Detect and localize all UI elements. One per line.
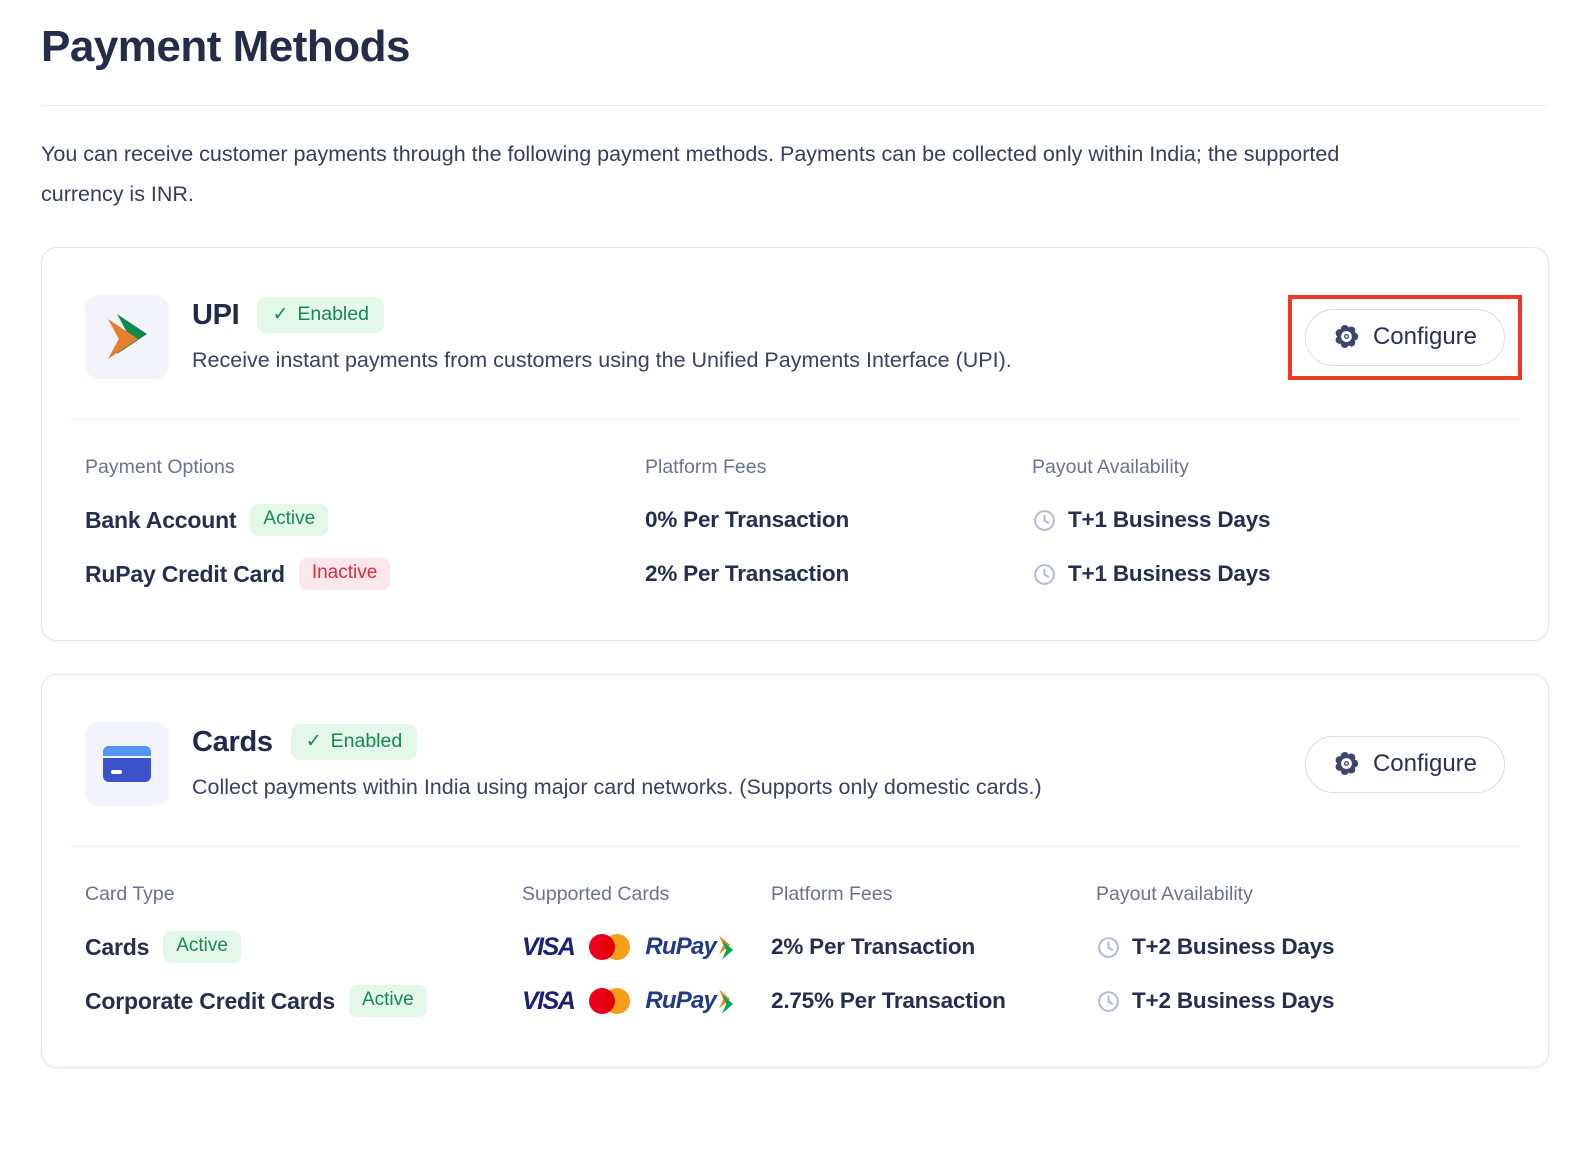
upi-title: UPI (192, 298, 240, 331)
table-row-payout: T+2 Business Days (1096, 909, 1505, 963)
table-row-payout: T+2 Business Days (1096, 963, 1505, 1017)
intro-text: You can receive customer payments throug… (41, 142, 1340, 206)
table-row-option: Cards Active (85, 909, 522, 963)
col-platform-fees: Platform Fees (771, 883, 893, 905)
rupay-logo: RuPay (645, 933, 734, 961)
col-card-type: Card Type (85, 883, 175, 905)
page-title: Payment Methods (41, 22, 411, 71)
visa-logo: VISA (522, 932, 576, 961)
gear-icon (1335, 324, 1359, 349)
check-icon: ✓ (305, 731, 322, 752)
upi-icon-tile (85, 295, 169, 379)
col-platform-fees: Platform Fees (645, 456, 767, 478)
cards-icon-tile (85, 722, 169, 806)
table-row-fee: 2.75% Per Transaction (771, 988, 1006, 1013)
status-badge: Active (348, 985, 427, 1017)
col-supported-cards: Supported Cards (522, 883, 670, 905)
clock-icon (1096, 935, 1121, 960)
clock-icon (1096, 989, 1121, 1014)
upi-options-table: Payment Options Platform Fees Payout Ava… (85, 420, 1505, 640)
table-row-fee: 0% Per Transaction (645, 507, 849, 532)
upi-configure-button[interactable]: Configure (1304, 308, 1505, 366)
col-payout-availability: Payout Availability (1032, 456, 1189, 478)
cards-configure-button[interactable]: Configure (1304, 735, 1505, 793)
check-icon: ✓ (272, 304, 289, 325)
status-badge: Active (250, 504, 329, 536)
upi-bhim-icon (108, 314, 147, 360)
clock-icon (1032, 562, 1057, 587)
payment-methods-page: Payment Methods You can receive customer… (0, 22, 1590, 1068)
table-row-fee: 2% Per Transaction (771, 934, 975, 959)
header-divider (41, 105, 1549, 106)
clock-icon (1032, 508, 1057, 533)
upi-description: Receive instant payments from customers … (192, 348, 1012, 372)
upi-method-card: UPI ✓ Enabled Receive instant payments f… (41, 247, 1549, 641)
cards-method-card: Cards ✓ Enabled Collect payments within … (41, 674, 1549, 1068)
table-row-payout: T+1 Business Days (1032, 482, 1505, 536)
cards-card-divider (71, 846, 1519, 847)
cards-description: Collect payments within India using majo… (192, 775, 1042, 799)
table-row-option: Corporate Credit Cards Active (85, 963, 522, 1017)
cards-card-header: Cards ✓ Enabled Collect payments within … (85, 675, 1505, 806)
cards-enabled-badge: ✓ Enabled (290, 724, 418, 760)
mastercard-logo (589, 988, 631, 1014)
gear-icon (1335, 751, 1359, 776)
highlight-annotation: Configure (1287, 294, 1522, 380)
rupay-logo: RuPay (645, 987, 734, 1015)
status-badge: Active (163, 931, 241, 963)
supported-cards-logos: VISA RuPay (522, 909, 771, 963)
table-row-option: RuPay Credit Card Inactive (85, 536, 645, 590)
status-badge: Inactive (298, 558, 391, 590)
table-row-payout: T+1 Business Days (1032, 536, 1505, 590)
upi-enabled-badge: ✓ Enabled (257, 297, 384, 333)
visa-logo: VISA (522, 986, 576, 1015)
cards-options-table: Card Type Supported Cards Platform Fees … (85, 847, 1505, 1067)
credit-card-icon (103, 746, 151, 782)
supported-cards-logos: VISA RuPay (522, 963, 771, 1017)
cards-title: Cards (192, 725, 273, 758)
col-payout-availability: Payout Availability (1096, 883, 1253, 905)
upi-card-header: UPI ✓ Enabled Receive instant payments f… (85, 248, 1522, 380)
upi-card-divider (71, 419, 1519, 420)
table-row-fee: 2% Per Transaction (645, 561, 849, 586)
col-payment-options: Payment Options (85, 456, 235, 478)
table-row-option: Bank Account Active (85, 482, 645, 536)
mastercard-logo (589, 934, 631, 960)
